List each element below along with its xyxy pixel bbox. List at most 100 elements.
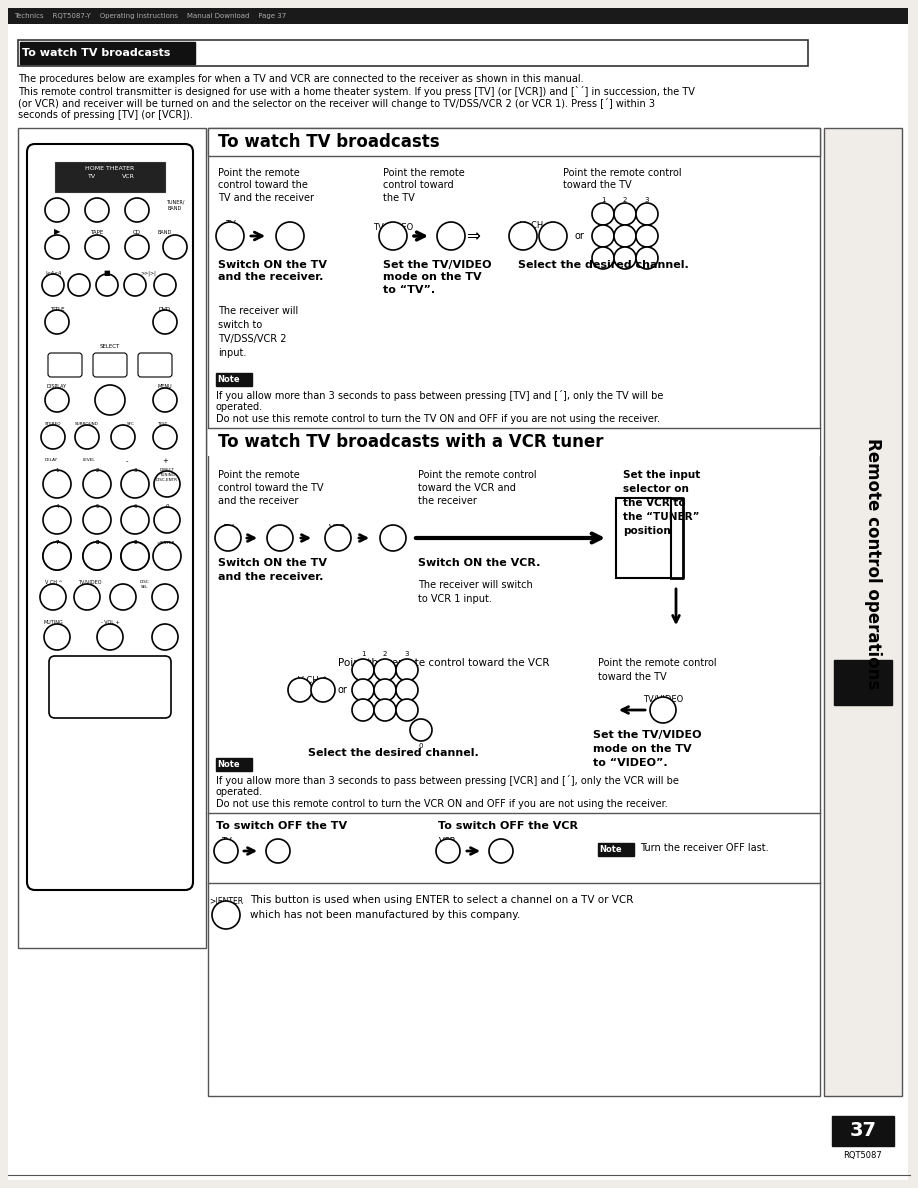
Text: TAPE: TAPE (90, 229, 104, 234)
Circle shape (125, 198, 149, 222)
Circle shape (650, 697, 676, 723)
Text: SFC: SFC (127, 422, 135, 426)
Text: To watch TV broadcasts: To watch TV broadcasts (218, 133, 440, 151)
Circle shape (154, 507, 180, 533)
Text: Switch ON the TV
and the receiver.: Switch ON the TV and the receiver. (218, 260, 327, 283)
Text: To watch TV broadcasts with a VCR tuner: To watch TV broadcasts with a VCR tuner (218, 432, 603, 451)
Text: TV: TV (225, 220, 235, 229)
Circle shape (121, 542, 149, 570)
Text: ø: ø (275, 838, 281, 847)
Circle shape (152, 584, 178, 609)
Text: The procedures below are examples for when a TV and VCR are connected to the rec: The procedures below are examples for wh… (18, 74, 584, 84)
Circle shape (85, 235, 109, 259)
Circle shape (45, 235, 69, 259)
Circle shape (43, 542, 71, 570)
Circle shape (111, 425, 135, 449)
Circle shape (374, 680, 396, 701)
Text: Select the desired channel.: Select the desired channel. (308, 748, 479, 758)
Text: This button is used when using ENTER to select a channel on a TV or VCR
which ha: This button is used when using ENTER to … (250, 895, 633, 920)
Text: seconds of pressing [TV] (or [VCR]).: seconds of pressing [TV] (or [VCR]). (18, 110, 193, 120)
Text: VCR: VCR (121, 173, 134, 179)
Circle shape (96, 274, 118, 296)
Circle shape (75, 425, 99, 449)
Circle shape (352, 659, 374, 681)
Circle shape (396, 659, 418, 681)
Text: ø: ø (390, 524, 396, 533)
Text: operated.: operated. (216, 402, 263, 412)
Text: MUTING: MUTING (43, 620, 62, 625)
Circle shape (43, 506, 71, 533)
Text: 2: 2 (95, 468, 99, 473)
Circle shape (509, 222, 537, 249)
Text: 1: 1 (55, 468, 59, 473)
Text: Switch ON the VCR.: Switch ON the VCR. (418, 558, 541, 568)
Text: or: or (338, 685, 348, 695)
Bar (20, 42, 195, 64)
Circle shape (121, 470, 149, 498)
Text: DIRECT
TUNING
DISC.ENTR: DIRECT TUNING DISC.ENTR (156, 468, 178, 482)
Text: V CH ^: V CH ^ (45, 580, 62, 584)
Circle shape (592, 247, 614, 268)
Text: 1: 1 (600, 197, 605, 203)
Text: DISPLAY: DISPLAY (47, 384, 67, 388)
Text: Point the remote
control toward the
TV and the receiver: Point the remote control toward the TV a… (218, 168, 314, 203)
FancyBboxPatch shape (49, 656, 171, 718)
Circle shape (124, 274, 146, 296)
Circle shape (288, 678, 312, 702)
Circle shape (374, 659, 396, 681)
Text: Note: Note (599, 845, 621, 854)
Circle shape (614, 225, 636, 247)
Circle shape (125, 235, 149, 259)
Bar (208, 128, 820, 1097)
Text: Point the remote control
toward the VCR and
the receiver: Point the remote control toward the VCR … (418, 470, 537, 506)
Text: If you allow more than 3 seconds to pass between pressing [VCR] and [´], only th: If you allow more than 3 seconds to pass… (216, 775, 679, 786)
Circle shape (45, 310, 69, 334)
Circle shape (121, 506, 149, 533)
Circle shape (214, 839, 238, 862)
Circle shape (352, 699, 374, 721)
Circle shape (45, 198, 69, 222)
Text: ▶: ▶ (54, 227, 61, 236)
Bar (616, 498, 671, 579)
Text: HOME THEATER: HOME THEATER (85, 166, 135, 171)
Bar (208, 128, 820, 156)
Text: RQT5087: RQT5087 (844, 1151, 882, 1159)
FancyBboxPatch shape (27, 144, 193, 890)
Text: Point the remote
control toward the TV
and the receiver: Point the remote control toward the TV a… (218, 470, 323, 506)
Circle shape (267, 525, 293, 551)
Text: SURROUND: SURROUND (75, 422, 99, 426)
Circle shape (41, 425, 65, 449)
Text: The receiver will switch
to VCR 1 input.: The receiver will switch to VCR 1 input. (418, 580, 532, 604)
Text: +: + (162, 459, 168, 465)
Circle shape (68, 274, 90, 296)
Circle shape (437, 222, 465, 249)
Text: >|ENTER: >|ENTER (157, 541, 175, 544)
Text: TV: TV (88, 173, 96, 179)
Circle shape (380, 525, 406, 551)
Circle shape (153, 542, 181, 570)
Text: Select the desired channel.: Select the desired channel. (518, 260, 688, 270)
Text: BAND: BAND (158, 229, 173, 234)
Text: Switch ON the TV
and the receiver.: Switch ON the TV and the receiver. (218, 558, 327, 582)
Circle shape (43, 542, 71, 570)
Text: -: - (126, 459, 129, 465)
Text: ø: ø (498, 838, 504, 847)
Text: (or VCR) and receiver will be turned on and the selector on the receiver will ch: (or VCR) and receiver will be turned on … (18, 97, 655, 109)
Circle shape (379, 222, 407, 249)
Text: SELECT: SELECT (100, 345, 120, 349)
Text: If you allow more than 3 seconds to pass between pressing [TV] and [´], only the: If you allow more than 3 seconds to pass… (216, 390, 664, 402)
Bar (18, 128, 206, 948)
Bar (18, 40, 808, 67)
Text: ø: ø (277, 524, 283, 533)
Text: 2: 2 (383, 651, 387, 657)
Bar (832, 1116, 894, 1146)
Text: Note: Note (217, 760, 240, 769)
Circle shape (121, 542, 149, 570)
Circle shape (436, 839, 460, 862)
Text: >|ENTER: >|ENTER (209, 897, 243, 906)
Text: ø: ø (287, 220, 293, 230)
Text: - VOL +: - VOL + (101, 620, 119, 625)
Text: LEVEL: LEVEL (83, 459, 95, 462)
Circle shape (153, 425, 177, 449)
Text: Set the TV/VIDEO
mode on the TV
to “TV”.: Set the TV/VIDEO mode on the TV to “TV”. (383, 260, 491, 295)
